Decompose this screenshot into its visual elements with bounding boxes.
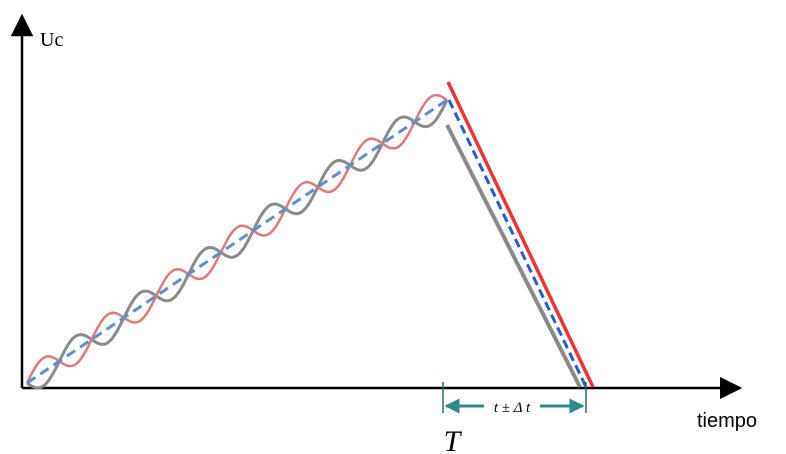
red-descent-line bbox=[446, 81, 595, 388]
blue-descent-line bbox=[447, 99, 588, 388]
period-marker-label: T bbox=[444, 425, 463, 454]
gray-descent-line bbox=[445, 124, 582, 388]
x-axis-label: tiempo bbox=[697, 410, 757, 432]
blue-dashed-ramp bbox=[26, 98, 448, 385]
gray-wave-curve bbox=[26, 99, 449, 390]
red-wave-curve bbox=[25, 93, 448, 384]
y-axis-label: Uc bbox=[40, 29, 63, 51]
interval-label: t ± Δ t bbox=[494, 400, 531, 416]
